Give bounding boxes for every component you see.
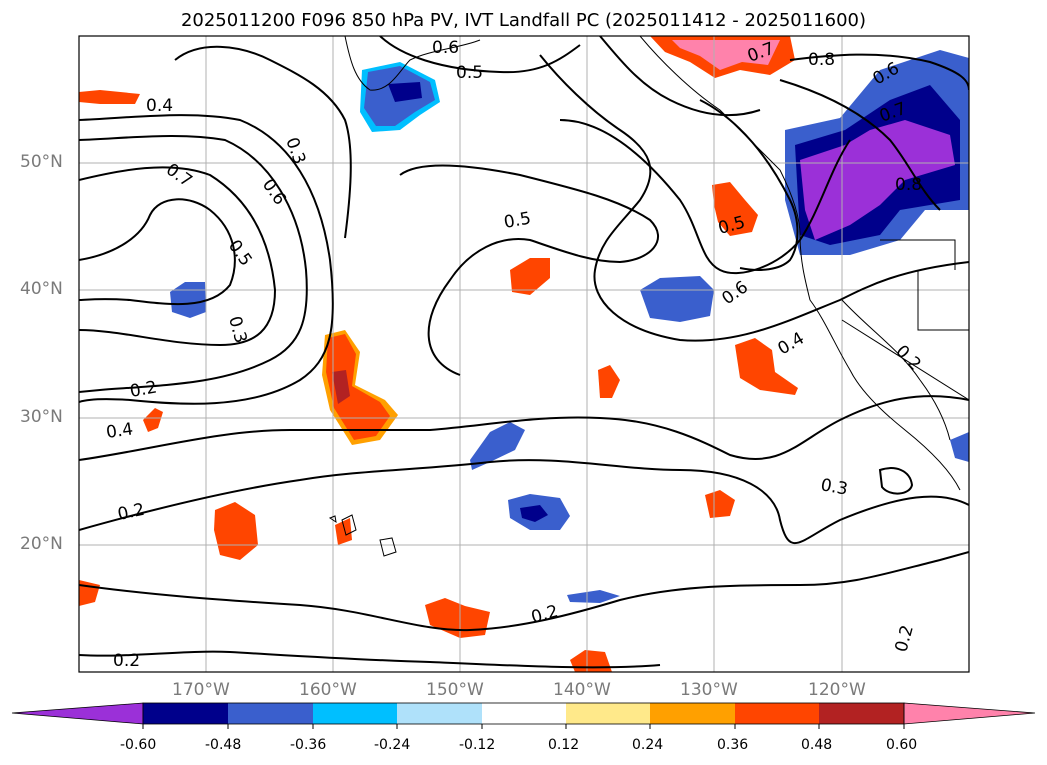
lat-label-20n: 20°N bbox=[20, 534, 63, 554]
contour-label: 0.5 bbox=[502, 209, 532, 233]
colorbar-right-arrow bbox=[903, 702, 1036, 725]
ivt-contours bbox=[79, 36, 969, 669]
pv-blob-pos-1-core bbox=[326, 334, 390, 440]
colorbar bbox=[11, 702, 1036, 729]
pv-blob-pos-13 bbox=[335, 518, 352, 545]
pv-blob-mid-neg bbox=[640, 276, 714, 322]
graticule bbox=[79, 36, 969, 672]
lat-label-50n: 50°N bbox=[20, 152, 63, 172]
colorbar-bin bbox=[819, 703, 904, 724]
map-frame bbox=[78, 35, 970, 673]
lon-label-140w: 140°W bbox=[553, 680, 611, 700]
lon-label-150w: 150°W bbox=[426, 680, 484, 700]
pv-blob-pos-8 bbox=[705, 490, 735, 518]
pv-blob-sub-neg-1 bbox=[470, 422, 525, 470]
colorbar-bin bbox=[566, 703, 650, 724]
lon-label-170w: 170°W bbox=[172, 680, 230, 700]
contour-label: 0.4 bbox=[105, 419, 135, 443]
colorbar-bin bbox=[482, 703, 566, 724]
colorbar-tick-label: -0.12 bbox=[459, 737, 496, 753]
contour-label: 0.5 bbox=[456, 63, 483, 83]
pv-blob-pos-4 bbox=[735, 338, 798, 395]
colorbar-tick-label: -0.36 bbox=[290, 737, 327, 753]
colorbar-bin bbox=[228, 703, 313, 724]
pv-blob-pos-10 bbox=[143, 408, 163, 432]
pv-fill-layer bbox=[79, 36, 969, 672]
pv-blob-west-neg bbox=[170, 282, 206, 318]
coastlines bbox=[328, 36, 969, 557]
colorbar-outline bbox=[142, 702, 905, 725]
contour-label: 0.8 bbox=[808, 50, 835, 70]
contour-label: 0.3 bbox=[819, 475, 849, 499]
contour-label: 0.2 bbox=[128, 378, 158, 402]
pv-blob-pnw-neg-core bbox=[800, 120, 955, 240]
lon-label-120w: 120°W bbox=[808, 680, 866, 700]
contour-label: 0.2 bbox=[113, 651, 140, 671]
colorbar-bin bbox=[397, 703, 482, 724]
pv-blob-sub-neg-4 bbox=[950, 432, 969, 462]
colorbar-tick-label: 0.60 bbox=[886, 737, 918, 753]
colorbar-bin bbox=[735, 703, 819, 724]
pv-blob-pos-11 bbox=[79, 90, 140, 104]
colorbar-bin bbox=[143, 703, 228, 724]
pv-blob-pos-2 bbox=[510, 258, 550, 295]
colorbar-tick-label: 0.24 bbox=[632, 737, 664, 753]
contour-label: 0.4 bbox=[146, 96, 173, 116]
colorbar-tick-label: 0.48 bbox=[801, 737, 833, 753]
map-title: 2025011200 F096 850 hPa PV, IVT Landfall… bbox=[180, 10, 867, 31]
contour-label: 0.6 bbox=[432, 38, 459, 58]
colorbar-tick-label: 0.36 bbox=[717, 737, 749, 753]
lat-label-30n: 30°N bbox=[20, 407, 63, 427]
pv-blob-goa-neg-core bbox=[388, 82, 422, 102]
lon-label-130w: 130°W bbox=[680, 680, 738, 700]
lat-label-40n: 40°N bbox=[20, 279, 63, 299]
lon-label-160w: 160°W bbox=[299, 680, 357, 700]
colorbar-tick-label: -0.48 bbox=[205, 737, 242, 753]
pv-blob-pos-5 bbox=[598, 365, 620, 398]
pv-blob-sub-neg-2-core bbox=[520, 505, 548, 522]
pv-blob-bc-pink-core bbox=[672, 40, 780, 70]
pv-blob-pos-3 bbox=[712, 182, 758, 236]
pv-blob-pos-1-dark bbox=[332, 370, 350, 404]
colorbar-tick-label: -0.24 bbox=[374, 737, 411, 753]
colorbar-bin bbox=[313, 703, 397, 724]
colorbar-bin bbox=[650, 703, 735, 724]
colorbar-tick-label: 0.12 bbox=[548, 737, 580, 753]
colorbar-left-arrow bbox=[11, 702, 144, 725]
colorbar-tick-label: -0.60 bbox=[120, 737, 157, 753]
contour-label: 0.8 bbox=[895, 175, 922, 195]
pv-blob-sub-neg-3 bbox=[567, 590, 620, 603]
